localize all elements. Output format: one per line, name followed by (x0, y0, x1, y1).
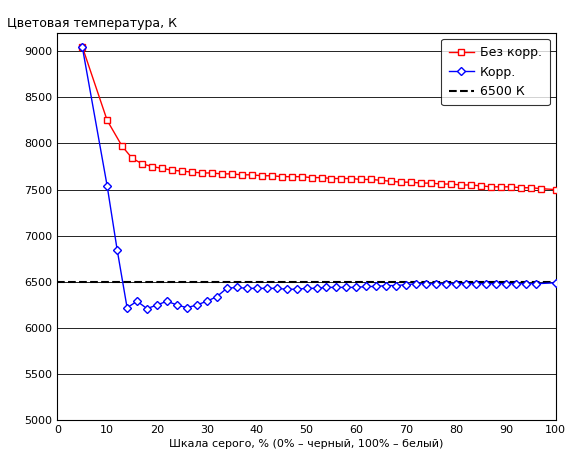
Корр. (233, 284, 240, 290)
Без корр. (278, 174, 285, 179)
Корр. (79, 44, 86, 50)
Корр. (144, 306, 151, 311)
Корр. (163, 298, 170, 304)
Корр. (363, 283, 370, 289)
Корр. (313, 285, 320, 291)
Корр. (413, 281, 419, 287)
Корр. (403, 282, 410, 287)
Без корр. (438, 181, 445, 187)
Без корр. (427, 180, 434, 186)
Корр. (383, 283, 390, 288)
Корр. (512, 281, 519, 287)
Корр. (104, 183, 111, 189)
Без корр. (139, 161, 146, 167)
6500 К (59, 279, 66, 285)
Без корр. (458, 182, 465, 188)
Без корр. (218, 171, 225, 177)
Корр. (174, 302, 180, 308)
Корр. (303, 285, 310, 291)
Без корр. (198, 170, 205, 176)
Корр. (263, 285, 270, 291)
Корр. (532, 281, 539, 287)
Без корр. (418, 180, 425, 186)
Без корр. (468, 182, 474, 188)
Без корр. (398, 179, 405, 185)
Без корр. (238, 172, 245, 177)
Корр. (493, 281, 500, 287)
Без корр. (209, 170, 215, 176)
Legend: Без корр., Корр., 6500 К: Без корр., Корр., 6500 К (441, 39, 550, 106)
Без корр. (348, 176, 355, 181)
Без корр. (288, 174, 295, 179)
Без корр. (497, 184, 504, 190)
Корр. (283, 286, 290, 292)
Корр. (124, 305, 131, 311)
Корр. (473, 281, 480, 287)
Без корр. (248, 172, 255, 177)
Корр. (194, 302, 201, 308)
Корр. (213, 294, 220, 299)
Без корр. (328, 176, 335, 181)
Без корр. (527, 185, 534, 191)
Корр. (223, 285, 230, 291)
Корр. (373, 283, 380, 289)
Без корр. (488, 184, 494, 190)
Корр. (273, 285, 280, 291)
Корр. (203, 298, 210, 304)
Без корр. (258, 173, 265, 178)
Корр. (343, 284, 350, 290)
Без корр. (338, 176, 345, 181)
Корр. (423, 281, 430, 287)
Без корр. (178, 168, 185, 174)
Корр. (482, 281, 489, 287)
Корр. (443, 281, 450, 287)
Корр. (523, 281, 529, 287)
Корр. (113, 247, 120, 252)
Line: Без корр.: Без корр. (80, 44, 559, 192)
Без корр. (517, 185, 524, 191)
Без корр. (268, 173, 275, 178)
Без корр. (388, 178, 395, 184)
Без корр. (408, 179, 415, 185)
Корр. (293, 286, 300, 292)
Без корр. (508, 184, 515, 190)
Без корр. (189, 169, 195, 175)
Без корр. (537, 186, 544, 191)
Корр. (503, 281, 509, 287)
Корр. (433, 281, 439, 287)
Без корр. (228, 171, 235, 177)
Корр. (134, 298, 140, 304)
Корр. (453, 281, 460, 287)
Без корр. (448, 181, 454, 187)
Корр. (183, 305, 190, 311)
Корр. (244, 285, 250, 291)
Без корр. (477, 183, 484, 189)
Корр. (462, 281, 469, 287)
Без корр. (104, 118, 111, 123)
Без корр. (159, 166, 166, 171)
Без корр. (298, 174, 305, 179)
Без корр. (368, 177, 375, 182)
Без корр. (308, 175, 315, 180)
Без корр. (148, 164, 155, 170)
Без корр. (79, 44, 86, 50)
Без корр. (358, 177, 365, 182)
Корр. (323, 284, 330, 290)
Без корр. (119, 143, 125, 149)
X-axis label: Шкала серого, % (0% – черный, 100% – белый): Шкала серого, % (0% – черный, 100% – бел… (170, 439, 444, 449)
Корр. (333, 284, 340, 290)
6500 К (54, 279, 61, 285)
Line: Корр.: Корр. (80, 44, 559, 311)
Без корр. (318, 175, 325, 180)
Корр. (253, 285, 260, 291)
Text: Цветовая температура, К: Цветовая температура, К (7, 17, 178, 30)
Корр. (154, 302, 160, 308)
Без корр. (378, 177, 384, 183)
Корр. (552, 280, 559, 286)
Корр. (393, 283, 400, 288)
Корр. (353, 284, 360, 290)
Без корр. (128, 156, 135, 161)
Без корр. (552, 187, 559, 192)
Без корр. (168, 167, 175, 173)
